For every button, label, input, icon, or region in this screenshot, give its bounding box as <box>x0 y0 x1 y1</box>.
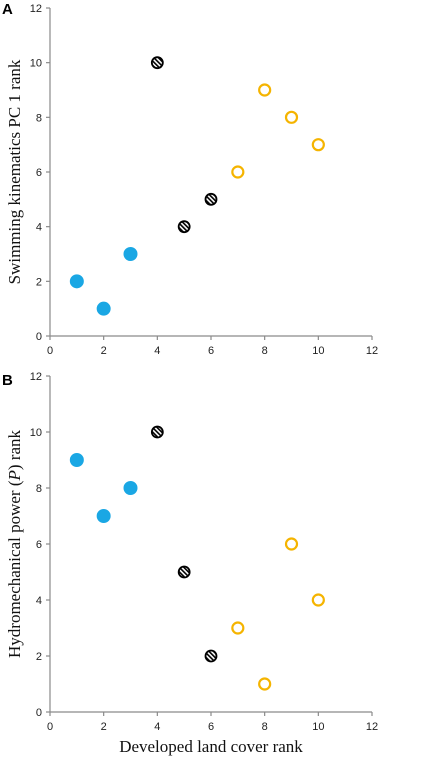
panel-b-point-filled <box>96 509 111 523</box>
panel-b-point-open <box>231 621 245 635</box>
panel-a-point-open <box>284 110 299 124</box>
panel-b-ticks: 0 2 4 6 8 10 12 0 2 4 6 8 10 12 <box>30 371 378 733</box>
panel-a-ticks: 0 2 4 6 8 10 12 0 2 4 6 8 10 12 <box>30 3 378 357</box>
panel-a-x-tick-label: 12 <box>366 345 378 357</box>
panel-b-x-axis-title: Developed land cover rank <box>119 737 303 756</box>
panel-a-point-hatched <box>204 192 218 206</box>
panel-a-x-tick-label: 8 <box>262 345 268 357</box>
panel-b-x-tick-label: 8 <box>262 721 268 733</box>
panel-b-letter: B <box>2 372 13 389</box>
panel-b-x-tick-label: 12 <box>366 721 378 733</box>
panel-b-x-tick-label: 6 <box>208 721 214 733</box>
panel-b-point-hatched <box>177 565 191 579</box>
panel-a-point-filled <box>69 274 84 289</box>
panel-a-x-tick-label: 4 <box>154 345 160 357</box>
panel-a-y-tick-label: 12 <box>30 3 42 15</box>
panel-b-point-open <box>258 677 272 691</box>
panel-a-point-open <box>258 83 272 97</box>
panel-a-point-filled <box>96 301 111 316</box>
panel-b-y-tick-label: 4 <box>36 595 42 607</box>
panel-b-point-open <box>311 593 325 607</box>
panel-b-y-axis-title: Hydromechanical power (P) rank <box>5 430 24 658</box>
panel-a-point-hatched <box>150 56 164 70</box>
panel-b-x-tick-label: 4 <box>154 721 160 733</box>
panel-b-point-open <box>284 537 299 551</box>
panel-a-y-tick-label: 2 <box>36 276 42 288</box>
panel-a-points <box>69 56 325 316</box>
panel-b-point-hatched <box>150 425 164 439</box>
panel-a-x-tick-label: 10 <box>312 345 324 357</box>
panel-b-y-tick-label: 8 <box>36 483 42 495</box>
panel-a-y-axis-title: Swimming kinematics PC 1 rank <box>5 59 24 284</box>
panel-a-letter: A <box>2 1 13 18</box>
panel-b-y-axis-title-post: ) rank <box>5 430 24 471</box>
panel-b-y-tick-label: 2 <box>36 651 42 663</box>
panel-b-y-tick-label: 6 <box>36 539 42 551</box>
panel-a-point-open <box>231 165 245 179</box>
panel-a-x-tick-label: 2 <box>101 345 107 357</box>
panel-b-x-tick-label: 2 <box>101 721 107 733</box>
panel-a-x-tick-label: 6 <box>208 345 214 357</box>
panel-a-x-tick-label: 0 <box>47 345 53 357</box>
panel-a-point-filled <box>123 247 138 261</box>
panel-a-point-hatched <box>177 220 191 234</box>
panel-b-points <box>69 425 325 691</box>
panel-a-point-open <box>311 138 325 152</box>
panel-b-y-axis-title-pre: Hydromechanical power ( <box>5 480 24 658</box>
panel-a-scatter-plot: A Swimming kinematics PC 1 rank 0 2 4 6 8 10 1… <box>2 1 378 357</box>
panel-b-y-tick-label: 0 <box>36 707 42 719</box>
panel-b-point-filled <box>123 481 138 495</box>
panel-a-y-tick-label: 6 <box>36 167 42 179</box>
panel-b-x-tick-label: 10 <box>312 721 324 733</box>
panel-b-point-filled <box>69 453 84 467</box>
panel-b-point-hatched <box>204 649 218 663</box>
panel-b-y-axis-title-symbol: P <box>5 470 24 481</box>
panel-a-y-tick-label: 4 <box>36 222 42 234</box>
panel-b-y-tick-label: 12 <box>30 371 42 383</box>
panel-b-y-tick-label: 10 <box>30 427 42 439</box>
panel-b-x-tick-label: 0 <box>47 721 53 733</box>
panel-a-y-tick-label: 8 <box>36 112 42 124</box>
panel-a-y-tick-label: 0 <box>36 331 42 343</box>
panel-a-y-tick-label: 10 <box>30 58 42 70</box>
panel-b-scatter-plot: B Hydromechanical power (P) rank Develop… <box>2 371 378 756</box>
